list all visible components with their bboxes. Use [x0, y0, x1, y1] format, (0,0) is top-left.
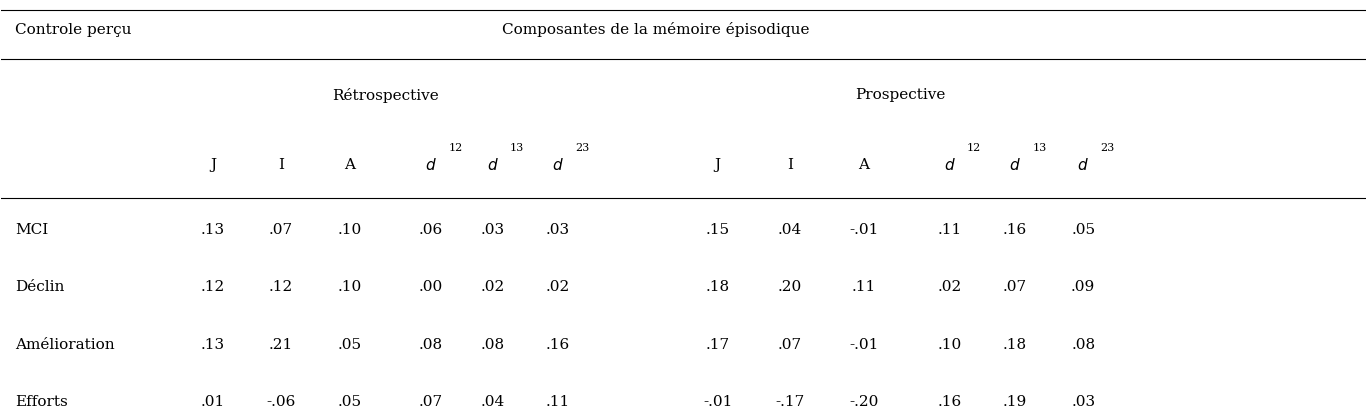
Text: $d$: $d$ [1077, 157, 1089, 173]
Text: .07: .07 [269, 223, 293, 237]
Text: .08: .08 [480, 337, 504, 351]
Text: .00: .00 [420, 281, 443, 295]
Text: .13: .13 [201, 337, 226, 351]
Text: .02: .02 [480, 281, 504, 295]
Text: J: J [209, 158, 216, 172]
Text: 12: 12 [966, 143, 982, 154]
Text: $d$: $d$ [1009, 157, 1021, 173]
Text: .12: .12 [201, 281, 226, 295]
Text: .09: .09 [1072, 281, 1095, 295]
Text: .07: .07 [1003, 281, 1027, 295]
Text: -.01: -.01 [849, 223, 878, 237]
Text: .02: .02 [938, 281, 961, 295]
Text: $d$: $d$ [425, 157, 437, 173]
Text: -.01: -.01 [849, 337, 878, 351]
Text: Prospective: Prospective [856, 88, 946, 102]
Text: MCI: MCI [15, 223, 48, 237]
Text: Amélioration: Amélioration [15, 337, 115, 351]
Text: A: A [343, 158, 355, 172]
Text: Efforts: Efforts [15, 395, 68, 409]
Text: 13: 13 [510, 143, 524, 154]
Text: .05: .05 [1072, 223, 1095, 237]
Text: .12: .12 [269, 281, 293, 295]
Text: -.06: -.06 [267, 395, 295, 409]
Text: .10: .10 [938, 337, 961, 351]
Text: .05: .05 [338, 395, 361, 409]
Text: $d$: $d$ [487, 157, 499, 173]
Text: Rétrospective: Rétrospective [332, 88, 439, 103]
Text: .10: .10 [338, 281, 361, 295]
Text: .06: .06 [420, 223, 443, 237]
Text: .16: .16 [545, 337, 570, 351]
Text: .21: .21 [269, 337, 293, 351]
Text: .07: .07 [778, 337, 802, 351]
Text: .08: .08 [1072, 337, 1095, 351]
Text: I: I [278, 158, 284, 172]
Text: .19: .19 [1003, 395, 1027, 409]
Text: I: I [787, 158, 793, 172]
Text: 12: 12 [448, 143, 463, 154]
Text: .10: .10 [338, 223, 361, 237]
Text: .07: .07 [420, 395, 443, 409]
Text: .02: .02 [545, 281, 570, 295]
Text: .18: .18 [1003, 337, 1027, 351]
Text: .11: .11 [545, 395, 570, 409]
Text: .03: .03 [1072, 395, 1095, 409]
Text: .16: .16 [938, 395, 961, 409]
Text: .13: .13 [201, 223, 226, 237]
Text: $d$: $d$ [943, 157, 956, 173]
Text: A: A [858, 158, 869, 172]
Text: .11: .11 [852, 281, 876, 295]
Text: .05: .05 [338, 337, 361, 351]
Text: .20: .20 [778, 281, 802, 295]
Text: Controle perçu: Controle perçu [15, 23, 131, 37]
Text: 23: 23 [1100, 143, 1115, 154]
Text: 13: 13 [1032, 143, 1047, 154]
Text: 23: 23 [576, 143, 589, 154]
Text: -.01: -.01 [703, 395, 733, 409]
Text: -.20: -.20 [849, 395, 878, 409]
Text: .03: .03 [545, 223, 570, 237]
Text: .04: .04 [480, 395, 504, 409]
Text: .17: .17 [705, 337, 730, 351]
Text: .08: .08 [420, 337, 443, 351]
Text: .15: .15 [705, 223, 730, 237]
Text: .04: .04 [778, 223, 802, 237]
Text: Composantes de la mémoire épisodique: Composantes de la mémoire épisodique [503, 23, 811, 37]
Text: .01: .01 [201, 395, 226, 409]
Text: .18: .18 [705, 281, 730, 295]
Text: Déclin: Déclin [15, 281, 64, 295]
Text: J: J [715, 158, 720, 172]
Text: .11: .11 [938, 223, 961, 237]
Text: .03: .03 [480, 223, 504, 237]
Text: -.17: -.17 [775, 395, 805, 409]
Text: $d$: $d$ [552, 157, 563, 173]
Text: .16: .16 [1003, 223, 1027, 237]
